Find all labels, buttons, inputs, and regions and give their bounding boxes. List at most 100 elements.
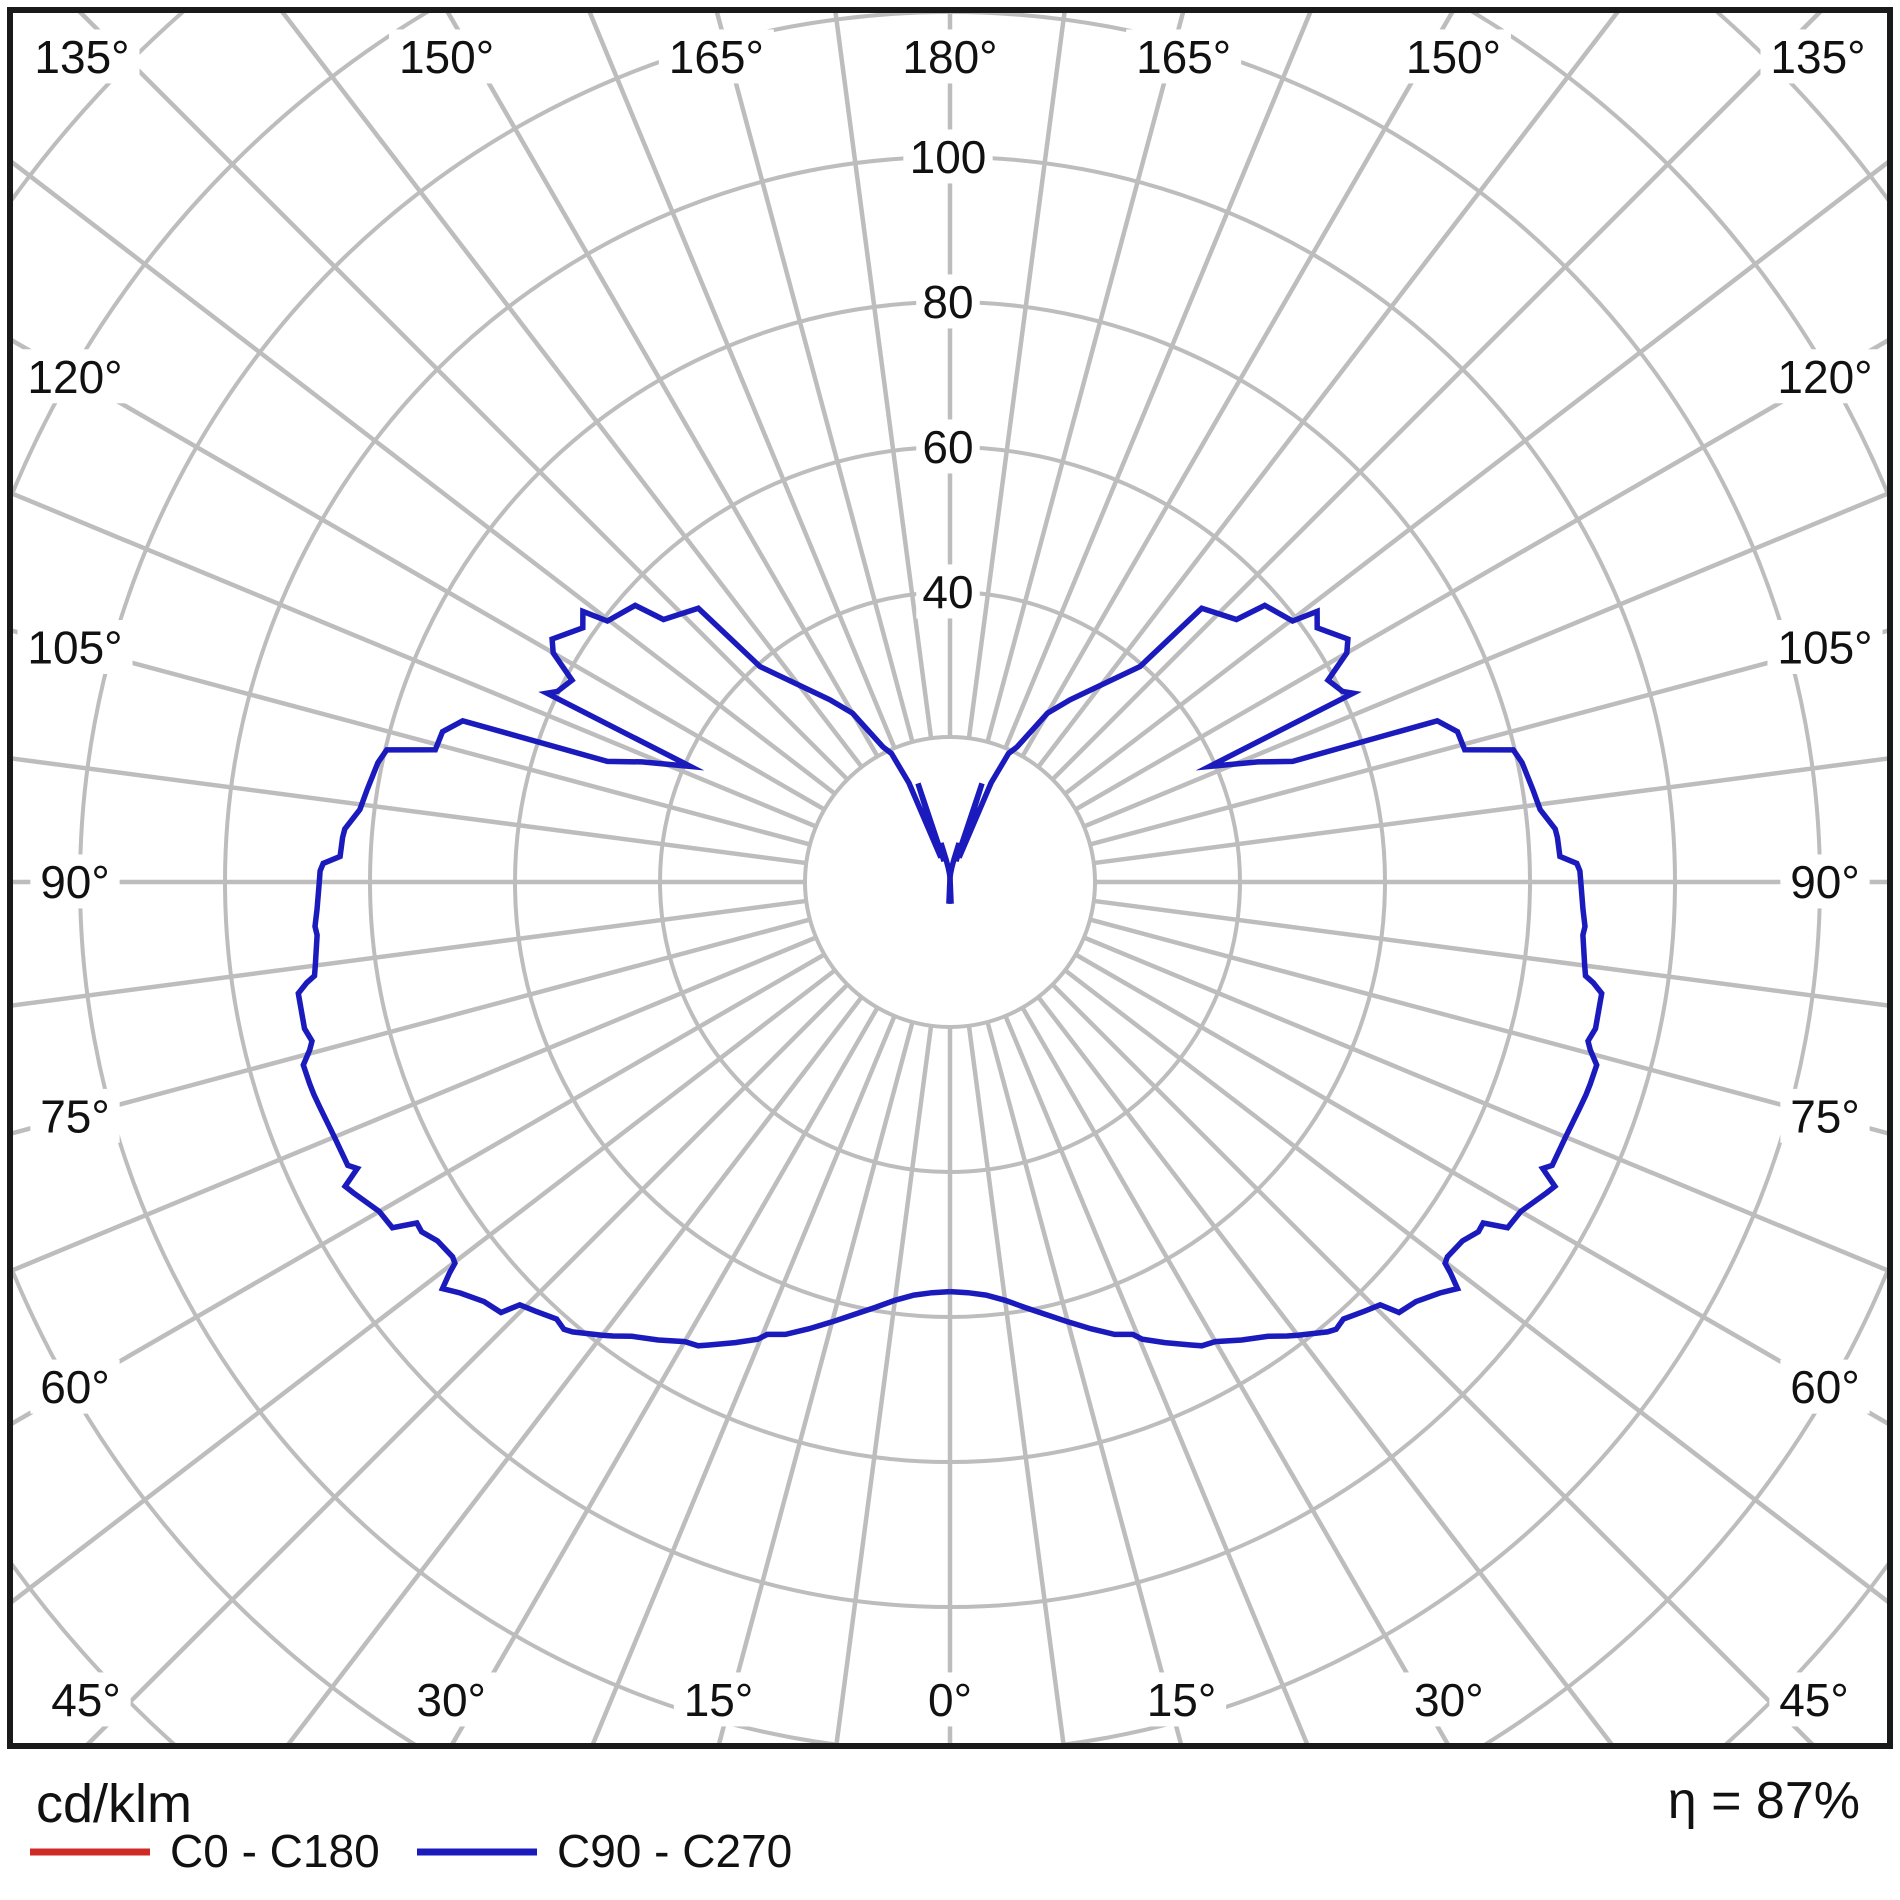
angle-label-135: 135° [1770,31,1865,83]
grid-spoke [716,1021,915,1743]
angle-label-90: 90° [1790,856,1860,908]
grid-spoke [985,13,1186,743]
grid-spoke [286,995,864,1743]
grid-spoke [833,13,934,739]
grid-spoke [1003,1015,1310,1743]
plot-border [7,7,1893,1749]
legend: cd/klm C0 - C180 C90 - C270 η = 87% [30,1772,1860,1877]
angle-label-45-bg [41,1672,131,1727]
angle-label-60-bg [1780,1359,1870,1414]
grid-spoke [1036,13,1620,769]
grid-spoke [966,13,1067,739]
radial-label-40: 40 [922,566,973,618]
grid-spoke [450,1006,880,1743]
angle-label-0-bg [918,1672,982,1727]
grid-spoke [985,1021,1184,1743]
angle-label-45: 45° [1779,1674,1849,1726]
angle-label-30-bg [406,1672,496,1727]
angle-label-120-bg [1767,349,1883,404]
grid-spoke [13,935,817,1273]
legend-label-c90-c270: C90 - C270 [557,1825,792,1877]
angle-label-165: 165° [1136,31,1231,83]
angle-label-90-bg [1780,854,1870,909]
angle-label-135: 135° [34,31,129,83]
grid-spoke [1063,160,1887,796]
angle-label-60: 60° [1790,1361,1860,1413]
angle-label-15: 15° [1147,1674,1217,1726]
angle-label-135-bg [1760,29,1876,84]
grid-spoke [13,756,807,866]
grid-spoke [1036,995,1614,1743]
grid-spoke [1093,756,1887,866]
curve-c90-c270-right [946,602,1605,1349]
angle-label-165-bg [658,29,774,84]
grid-spoke [966,1025,1066,1743]
angle-label-0: 0° [928,1674,972,1726]
curve-c90-c270-left [295,602,954,1349]
angle-label-60: 60° [40,1361,110,1413]
angle-label-150-bg [389,29,505,84]
grid-spoke [13,952,826,1426]
unit-label: cd/klm [36,1774,192,1834]
radial-label-60-bg [916,419,980,474]
grid-spoke [1089,628,1887,847]
grid-spoke [1089,917,1887,1136]
angle-label-105-bg [1767,619,1883,674]
grid-spoke [280,13,864,769]
radial-label-100-bg [903,129,993,184]
angle-label-150: 150° [399,31,494,83]
angle-label-75-bg [30,1088,120,1143]
grid-spoke [13,898,807,1008]
angle-label-90-bg [30,854,120,909]
grid-spoke [587,13,897,749]
grid-spoke [1020,13,1455,758]
intensity-curves [295,602,1605,1349]
radial-label-40-bg [916,564,980,619]
angle-label-30: 30° [1414,1674,1484,1726]
angle-label-75-bg [1780,1088,1870,1143]
grid-spoke [1074,952,1887,1426]
radial-label-60: 60 [922,421,973,473]
grid-spoke [13,968,837,1604]
angle-label-165-bg [1126,29,1242,84]
angle-label-30: 30° [416,1674,486,1726]
grid-spoke [1063,968,1887,1604]
radial-label-80: 80 [922,276,973,328]
efficiency-label: η = 87% [1668,1772,1860,1830]
grid-spoke [13,491,817,829]
angle-label-120: 120° [27,351,122,403]
angle-label-105: 105° [1777,622,1872,674]
grid-spoke [1093,898,1887,1008]
grid-spoke [590,1015,897,1743]
axis-labels: 0° 15° 15° 30° 30° 45° 45° 60° 60° 75° 75° 90° 90° 10… [17,29,1883,1727]
grid-spoke [714,13,915,743]
angle-label-45: 45° [51,1674,121,1726]
grid-spoke [1074,338,1887,812]
grid-spoke [13,160,837,796]
grid-spoke [13,628,811,847]
grid-spoke [834,1025,934,1743]
angle-label-15: 15° [684,1674,754,1726]
radial-label-100: 100 [910,131,987,183]
angle-label-105: 105° [27,622,122,674]
angle-label-75: 75° [40,1090,110,1142]
angle-label-105-bg [17,619,133,674]
angle-label-180: 180° [902,31,997,83]
angle-label-135-bg [24,29,140,84]
angle-label-150: 150° [1406,31,1501,83]
angle-label-90: 90° [40,856,110,908]
angle-label-30-bg [1404,1672,1494,1727]
angle-label-15-bg [673,1672,764,1727]
angle-label-120: 120° [1777,351,1872,403]
grid-spoke [1020,1006,1450,1743]
angle-label-45-bg [1769,1672,1859,1727]
angle-label-120-bg [17,349,133,404]
grid-spoke [1083,491,1887,829]
angle-label-150-bg [1395,29,1511,84]
angle-label-75: 75° [1790,1090,1860,1142]
angle-label-15-bg [1136,1672,1227,1727]
grid-spoke [13,917,811,1136]
angle-label-165: 165° [669,31,764,83]
